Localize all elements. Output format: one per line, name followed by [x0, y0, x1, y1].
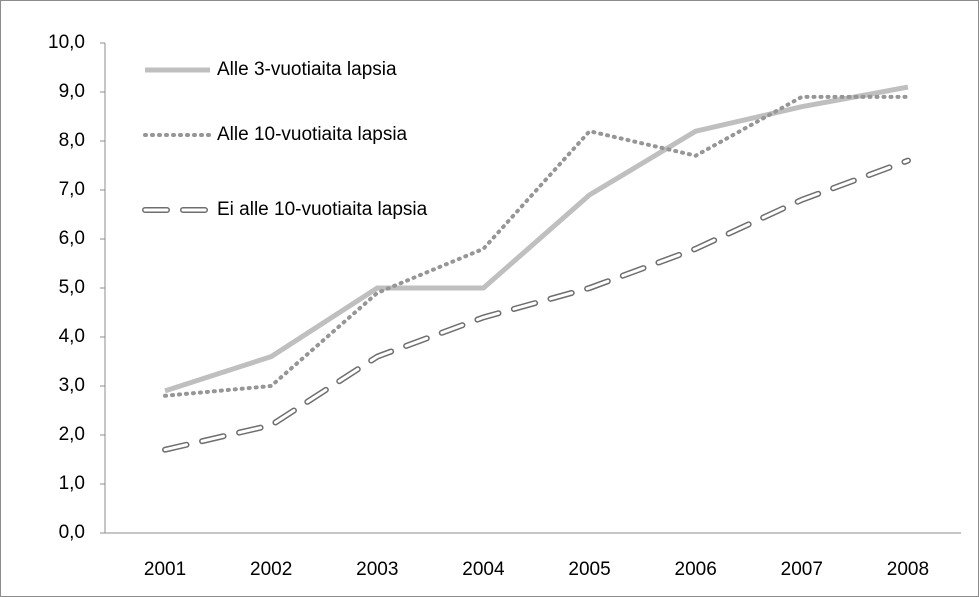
y-tick-label: 2,0	[59, 424, 85, 445]
x-tick-label: 2001	[144, 559, 186, 580]
x-tick-label: 2004	[462, 559, 505, 580]
y-tick-label: 8,0	[59, 130, 85, 151]
series-line	[163, 94, 910, 398]
x-tick-label: 2006	[675, 559, 717, 580]
legend-label: Alle 3-vuotiaita lapsia	[217, 59, 397, 80]
legend-label: Alle 10-vuotiaita lapsia	[217, 124, 408, 145]
y-tick-label: 6,0	[59, 228, 85, 249]
series-line	[163, 159, 910, 452]
y-tick-label: 10,0	[48, 32, 85, 53]
legend-label: Ei alle 10-vuotiaita lapsia	[217, 199, 428, 220]
x-tick-label: 2003	[356, 559, 398, 580]
y-tick-label: 5,0	[59, 277, 85, 298]
y-tick-label: 0,0	[59, 522, 85, 543]
x-tick-label: 2002	[250, 559, 292, 580]
y-tick-label: 3,0	[59, 375, 85, 396]
y-tick-label: 7,0	[59, 179, 85, 200]
y-tick-label: 4,0	[59, 326, 85, 347]
y-tick-label: 9,0	[59, 81, 85, 102]
y-tick-label: 1,0	[59, 473, 85, 494]
x-tick-label: 2007	[781, 559, 823, 580]
series-line	[164, 84, 909, 394]
x-tick-label: 2005	[568, 559, 610, 580]
x-tick-label: 2008	[887, 559, 929, 580]
